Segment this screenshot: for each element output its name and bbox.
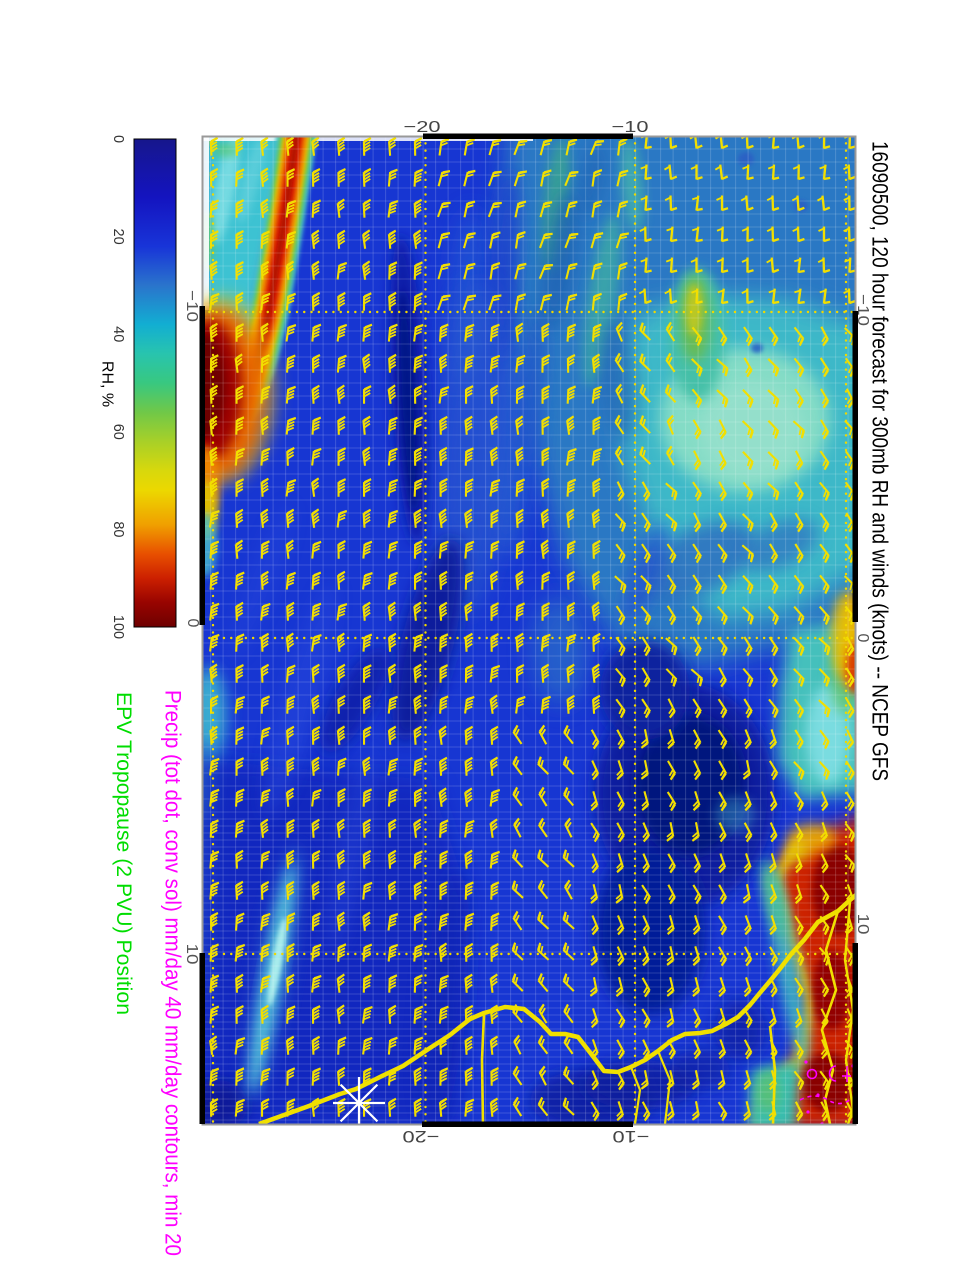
svg-text:Precip (tot dot, conv sol) mm/: Precip (tot dot, conv sol) mm/day 40 mm/… (161, 690, 186, 1256)
svg-text:10: 10 (183, 944, 200, 965)
svg-text:0: 0 (110, 135, 126, 143)
svg-text:60: 60 (110, 424, 126, 440)
svg-text:RH, %: RH, % (99, 361, 116, 407)
svg-text:EPV Tropopause (2 PVU) Positio: EPV Tropopause (2 PVU) Position (112, 692, 135, 1015)
svg-text:−20: −20 (403, 1127, 440, 1145)
svg-text:20: 20 (110, 229, 126, 245)
svg-text:−10: −10 (854, 294, 871, 326)
svg-text:0: 0 (854, 634, 871, 643)
svg-text:−20: −20 (404, 119, 441, 136)
svg-text:0: 0 (184, 619, 201, 628)
svg-text:10: 10 (854, 914, 871, 935)
svg-text:−10: −10 (613, 1127, 650, 1145)
svg-text:100: 100 (110, 615, 126, 639)
svg-text:−10: −10 (183, 290, 200, 322)
svg-text:80: 80 (110, 521, 126, 537)
svg-text:40: 40 (110, 326, 126, 342)
svg-text:16090500, 120 hour forecast fo: 16090500, 120 hour forecast for 300mb RH… (868, 141, 893, 781)
svg-text:−10: −10 (612, 119, 649, 136)
